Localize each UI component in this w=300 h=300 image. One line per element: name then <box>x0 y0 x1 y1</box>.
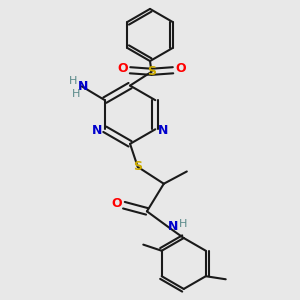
Text: H: H <box>71 89 80 99</box>
Text: N: N <box>168 220 178 233</box>
Text: N: N <box>158 124 168 137</box>
Text: N: N <box>92 124 102 137</box>
Text: S: S <box>147 65 156 78</box>
Text: H: H <box>179 219 187 229</box>
Text: O: O <box>117 62 128 75</box>
Text: O: O <box>176 62 186 75</box>
Text: S: S <box>133 160 142 173</box>
Text: H: H <box>69 76 77 86</box>
Text: N: N <box>78 80 88 93</box>
Text: O: O <box>112 197 122 210</box>
